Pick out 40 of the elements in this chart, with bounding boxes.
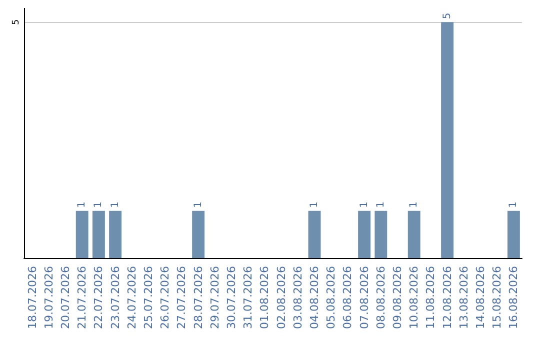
data-label: 1 [110,201,121,208]
x-tick-label: 15.08.2026 [490,266,504,330]
x-tick-label: 11.08.2026 [424,266,438,330]
x-tick-label: 07.08.2026 [358,266,371,330]
x-tick-label: 05.08.2026 [324,266,338,330]
x-tick-label: 28.07.2026 [192,266,205,330]
data-label: 1 [508,201,520,208]
x-tick-label: 03.08.2026 [291,266,304,330]
x-tick-label: 23.07.2026 [108,266,122,330]
x-tick-label: 25.07.2026 [142,266,155,330]
x-tick-label: 26.07.2026 [158,266,172,330]
data-label: 1 [309,201,320,208]
data-label: 1 [93,201,104,208]
x-tick-label: 22.07.2026 [92,266,106,330]
x-tick-label: 30.07.2026 [225,266,238,330]
x-tick-label: 31.07.2026 [242,266,255,330]
x-tick-label: 21.07.2026 [76,266,89,330]
x-tick-label: 27.07.2026 [175,266,188,330]
x-tick-label: 09.08.2026 [391,266,404,330]
x-tick-label: 24.07.2026 [125,266,138,330]
x-tick-label: 20.07.2026 [59,266,72,330]
x-tick-label: 10.08.2026 [408,266,421,330]
data-label: 5 [442,12,453,20]
x-tick-label: 12.08.2026 [440,266,454,330]
x-tick-label: 04.08.2026 [308,266,321,330]
x-tick-label: 02.08.2026 [274,266,288,330]
data-label: 1 [408,201,420,208]
data-label: 1 [76,201,88,208]
x-tick-label: 14.08.2026 [474,266,487,330]
x-tick-label: 06.08.2026 [341,266,354,330]
x-tick-label: 29.07.2026 [208,266,222,330]
x-tick-label: 16.08.2026 [507,266,520,330]
x-tick-label: 19.07.2026 [42,266,56,330]
x-tick-label: 01.08.2026 [258,266,272,330]
x-tick-label: 08.08.2026 [374,266,388,330]
data-label: 1 [375,201,386,208]
data-label: 1 [192,201,204,208]
x-tick-label: 18.07.2026 [26,266,39,330]
data-label: 1 [358,201,370,208]
x-tick-label: 13.08.2026 [457,266,470,330]
